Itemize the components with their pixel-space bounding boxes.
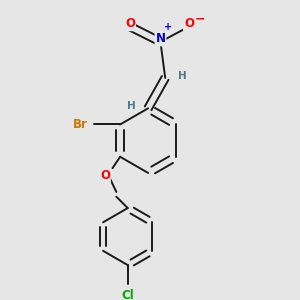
Text: H: H: [178, 71, 187, 81]
Text: Cl: Cl: [122, 289, 134, 300]
Text: O: O: [100, 169, 110, 182]
Text: N: N: [155, 32, 166, 46]
Text: H: H: [127, 101, 135, 111]
Text: Br: Br: [73, 118, 88, 131]
Text: −: −: [195, 13, 206, 26]
Text: O: O: [125, 17, 135, 30]
Text: O: O: [184, 17, 194, 30]
Text: +: +: [164, 22, 172, 32]
